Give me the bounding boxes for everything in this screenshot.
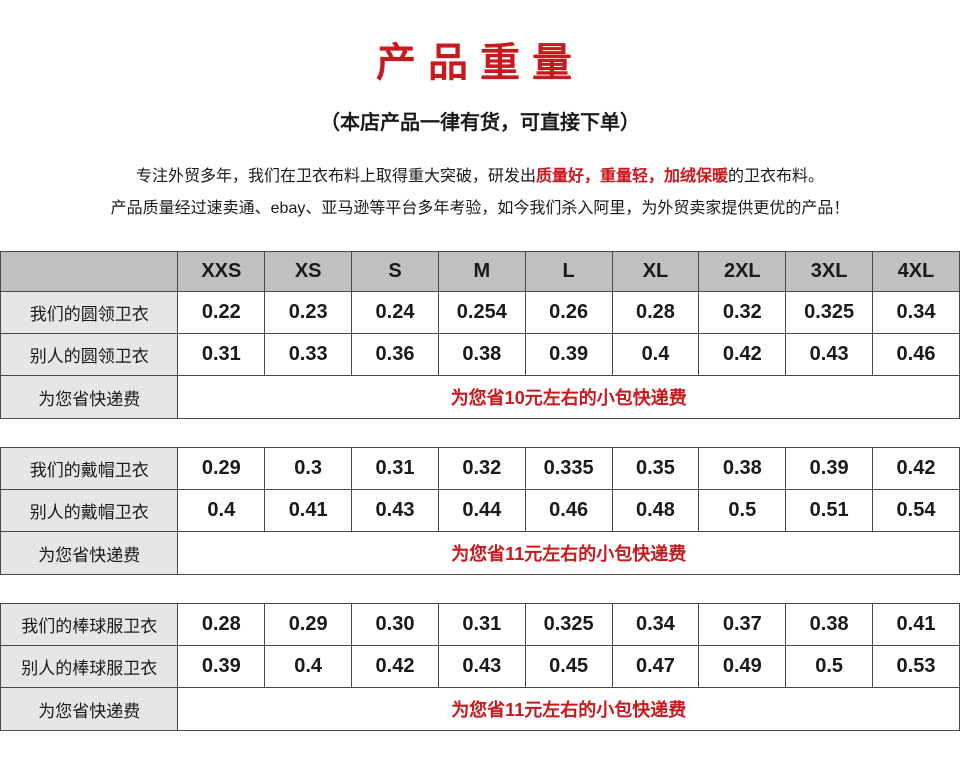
weight-cell: 0.26 bbox=[525, 292, 612, 334]
savings-text: 为您省11元左右的小包快递费 bbox=[178, 688, 960, 731]
weight-cell: 0.47 bbox=[612, 646, 699, 688]
weight-cell: 0.48 bbox=[612, 490, 699, 532]
weight-cell: 0.32 bbox=[438, 448, 525, 490]
weight-cell: 0.4 bbox=[612, 334, 699, 376]
table-row: 我们的戴帽卫衣 0.29 0.3 0.31 0.32 0.335 0.35 0.… bbox=[1, 448, 960, 490]
weight-cell: 0.51 bbox=[786, 490, 873, 532]
weight-cell: 0.43 bbox=[352, 490, 439, 532]
weight-table-1: XXS XS S M L XL 2XL 3XL 4XL 我们的圆领卫衣 0.22… bbox=[0, 251, 960, 419]
weight-cell: 0.29 bbox=[178, 448, 265, 490]
header-blank bbox=[1, 252, 178, 292]
weight-cell: 0.41 bbox=[873, 604, 960, 646]
weight-cell: 0.335 bbox=[525, 448, 612, 490]
weight-cell: 0.254 bbox=[438, 292, 525, 334]
weight-cell: 0.42 bbox=[352, 646, 439, 688]
weight-cell: 0.43 bbox=[438, 646, 525, 688]
weight-cell: 0.325 bbox=[786, 292, 873, 334]
weight-table-3: 我们的棒球服卫衣 0.28 0.29 0.30 0.31 0.325 0.34 … bbox=[0, 603, 960, 731]
weight-cell: 0.49 bbox=[699, 646, 786, 688]
weight-cell: 0.31 bbox=[438, 604, 525, 646]
weight-cell: 0.22 bbox=[178, 292, 265, 334]
weight-cell: 0.53 bbox=[873, 646, 960, 688]
table-row: 别人的棒球服卫衣 0.39 0.4 0.42 0.43 0.45 0.47 0.… bbox=[1, 646, 960, 688]
description: 专注外贸多年，我们在卫衣布料上取得重大突破，研发出质量好，重量轻，加绒保暖的卫衣… bbox=[40, 161, 920, 225]
weight-cell: 0.36 bbox=[352, 334, 439, 376]
weight-cell: 0.54 bbox=[873, 490, 960, 532]
size-header: S bbox=[352, 252, 439, 292]
weight-cell: 0.3 bbox=[265, 448, 352, 490]
row-label: 别人的棒球服卫衣 bbox=[1, 646, 178, 688]
weight-cell: 0.37 bbox=[699, 604, 786, 646]
table-row: 别人的戴帽卫衣 0.4 0.41 0.43 0.44 0.46 0.48 0.5… bbox=[1, 490, 960, 532]
weight-cell: 0.39 bbox=[525, 334, 612, 376]
row-label: 别人的戴帽卫衣 bbox=[1, 490, 178, 532]
weight-cell: 0.46 bbox=[873, 334, 960, 376]
page-subtitle: （本店产品一律有货，可直接下单） bbox=[0, 106, 960, 135]
weight-cell: 0.4 bbox=[265, 646, 352, 688]
savings-label: 为您省快递费 bbox=[1, 688, 178, 731]
weight-cell: 0.38 bbox=[786, 604, 873, 646]
weight-cell: 0.39 bbox=[178, 646, 265, 688]
size-header: XS bbox=[265, 252, 352, 292]
row-label: 我们的圆领卫衣 bbox=[1, 292, 178, 334]
weight-cell: 0.34 bbox=[873, 292, 960, 334]
size-header: XL bbox=[612, 252, 699, 292]
savings-label: 为您省快递费 bbox=[1, 376, 178, 419]
savings-text: 为您省10元左右的小包快递费 bbox=[178, 376, 960, 419]
savings-row: 为您省快递费 为您省11元左右的小包快递费 bbox=[1, 532, 960, 575]
table-row: 别人的圆领卫衣 0.31 0.33 0.36 0.38 0.39 0.4 0.4… bbox=[1, 334, 960, 376]
page-title: 产品重量 bbox=[0, 30, 960, 88]
page: 产品重量 （本店产品一律有货，可直接下单） 专注外贸多年，我们在卫衣布料上取得重… bbox=[0, 0, 960, 761]
weight-cell: 0.5 bbox=[699, 490, 786, 532]
weight-cell: 0.41 bbox=[265, 490, 352, 532]
row-label: 我们的戴帽卫衣 bbox=[1, 448, 178, 490]
weight-cell: 0.42 bbox=[873, 448, 960, 490]
weight-cell: 0.31 bbox=[352, 448, 439, 490]
desc-highlight: 质量好，重量轻，加绒保暖 bbox=[536, 168, 728, 185]
row-label: 我们的棒球服卫衣 bbox=[1, 604, 178, 646]
desc-line2: 产品质量经过速卖通、ebay、亚马逊等平台多年考验，如今我们杀入阿里，为外贸卖家… bbox=[111, 200, 850, 217]
size-header: XXS bbox=[178, 252, 265, 292]
savings-row: 为您省快递费 为您省10元左右的小包快递费 bbox=[1, 376, 960, 419]
table-row: 我们的棒球服卫衣 0.28 0.29 0.30 0.31 0.325 0.34 … bbox=[1, 604, 960, 646]
weight-cell: 0.31 bbox=[178, 334, 265, 376]
weight-cell: 0.46 bbox=[525, 490, 612, 532]
size-header: 2XL bbox=[699, 252, 786, 292]
savings-row: 为您省快递费 为您省11元左右的小包快递费 bbox=[1, 688, 960, 731]
weight-cell: 0.45 bbox=[525, 646, 612, 688]
size-header: L bbox=[525, 252, 612, 292]
weight-cell: 0.24 bbox=[352, 292, 439, 334]
weight-cell: 0.39 bbox=[786, 448, 873, 490]
table-gap bbox=[0, 575, 960, 603]
table-gap bbox=[0, 419, 960, 447]
savings-text: 为您省11元左右的小包快递费 bbox=[178, 532, 960, 575]
size-header: 3XL bbox=[786, 252, 873, 292]
weight-cell: 0.5 bbox=[786, 646, 873, 688]
weight-cell: 0.38 bbox=[699, 448, 786, 490]
weight-cell: 0.44 bbox=[438, 490, 525, 532]
weight-cell: 0.325 bbox=[525, 604, 612, 646]
table-row: 我们的圆领卫衣 0.22 0.23 0.24 0.254 0.26 0.28 0… bbox=[1, 292, 960, 334]
desc-line1-b: 的卫衣布料。 bbox=[728, 168, 824, 185]
weight-cell: 0.28 bbox=[612, 292, 699, 334]
savings-label: 为您省快递费 bbox=[1, 532, 178, 575]
weight-cell: 0.33 bbox=[265, 334, 352, 376]
weight-cell: 0.42 bbox=[699, 334, 786, 376]
weight-cell: 0.29 bbox=[265, 604, 352, 646]
header-row: XXS XS S M L XL 2XL 3XL 4XL bbox=[1, 252, 960, 292]
weight-cell: 0.38 bbox=[438, 334, 525, 376]
weight-table-2: 我们的戴帽卫衣 0.29 0.3 0.31 0.32 0.335 0.35 0.… bbox=[0, 447, 960, 575]
row-label: 别人的圆领卫衣 bbox=[1, 334, 178, 376]
weight-cell: 0.4 bbox=[178, 490, 265, 532]
weight-cell: 0.30 bbox=[352, 604, 439, 646]
weight-cell: 0.35 bbox=[612, 448, 699, 490]
size-header: 4XL bbox=[873, 252, 960, 292]
weight-cell: 0.43 bbox=[786, 334, 873, 376]
weight-cell: 0.28 bbox=[178, 604, 265, 646]
size-header: M bbox=[438, 252, 525, 292]
desc-line1-a: 专注外贸多年，我们在卫衣布料上取得重大突破，研发出 bbox=[136, 168, 536, 185]
weight-cell: 0.32 bbox=[699, 292, 786, 334]
weight-cell: 0.34 bbox=[612, 604, 699, 646]
weight-cell: 0.23 bbox=[265, 292, 352, 334]
